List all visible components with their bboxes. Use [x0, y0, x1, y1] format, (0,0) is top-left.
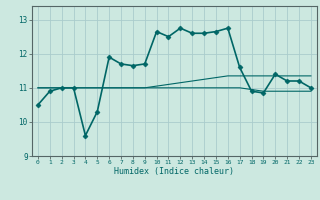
X-axis label: Humidex (Indice chaleur): Humidex (Indice chaleur) — [115, 167, 234, 176]
